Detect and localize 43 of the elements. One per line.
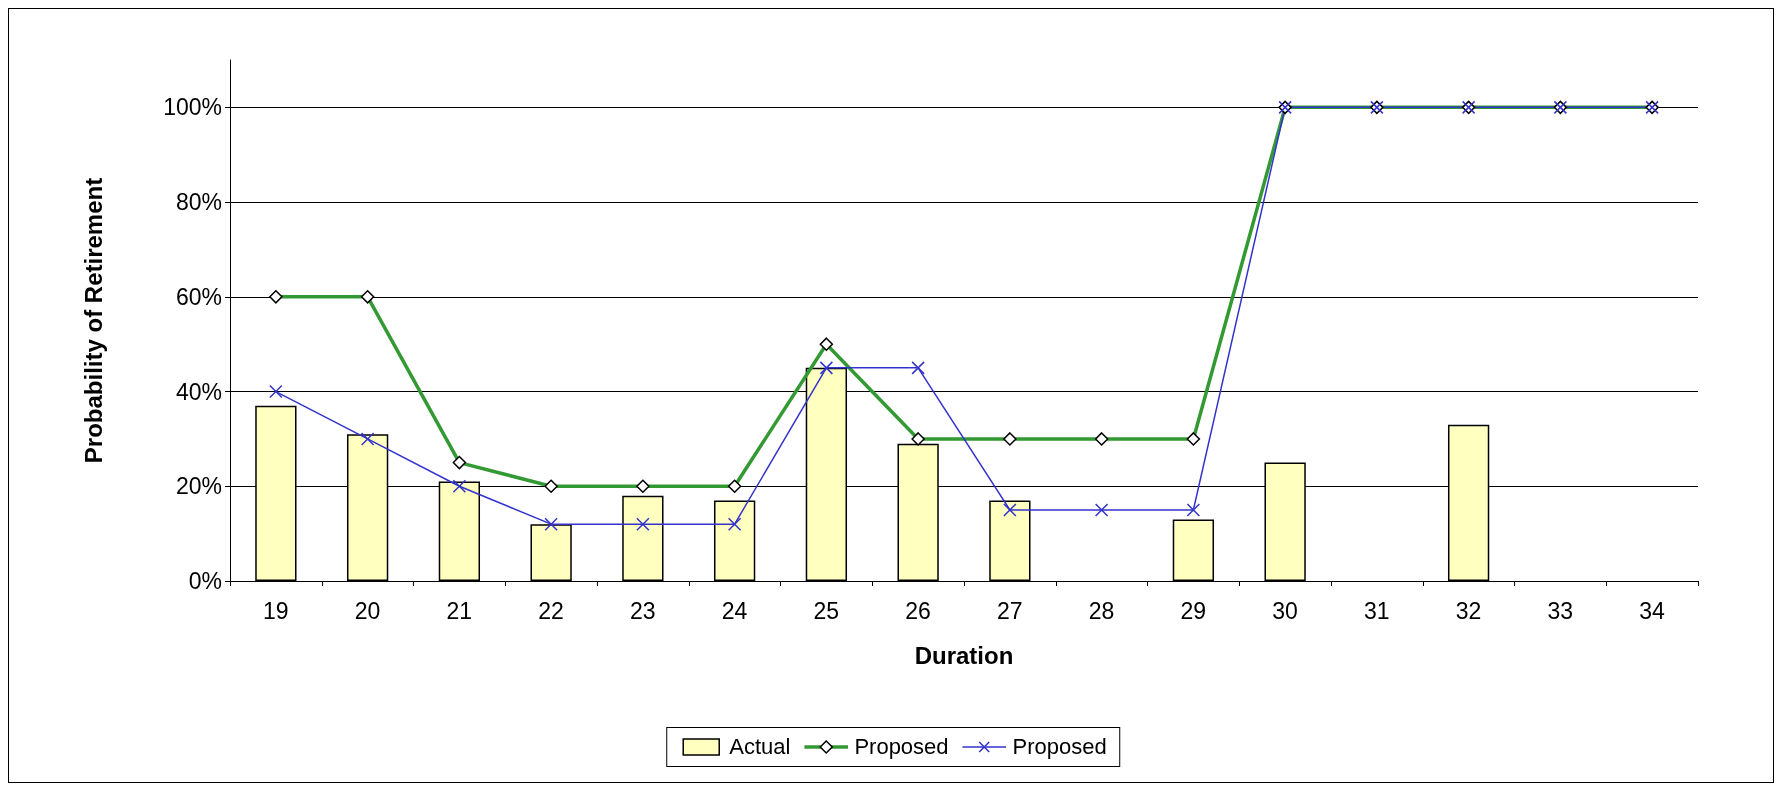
y-tick-label: 100% <box>163 94 222 121</box>
legend-label: Actual <box>729 734 791 760</box>
bar <box>989 500 1031 581</box>
x-tick-label: 20 <box>354 597 381 624</box>
x-tick-label: 25 <box>813 597 840 624</box>
x-tick-label: 30 <box>1272 597 1298 624</box>
point <box>1094 503 1109 517</box>
point <box>544 517 558 531</box>
x-tick-label: 23 <box>630 597 656 624</box>
x-tick-label: 28 <box>1088 597 1115 624</box>
bar <box>530 524 572 581</box>
bar <box>1172 519 1215 581</box>
x-tick-label: 29 <box>1180 597 1207 624</box>
point <box>360 432 375 446</box>
y-axis-title: Probability of Retirement <box>79 177 107 464</box>
point <box>1003 503 1017 517</box>
legend-label: Proposed <box>854 734 949 760</box>
point <box>452 479 467 494</box>
x-tick-label: 19 <box>263 597 289 624</box>
x-tick-label: 24 <box>721 597 748 624</box>
y-tick-label: 0% <box>188 568 222 594</box>
y-tick-label: 40% <box>175 378 222 405</box>
x-tick-label: 33 <box>1547 597 1574 624</box>
x-tick-label: 21 <box>446 597 473 624</box>
point <box>727 517 742 531</box>
y-tick-label: 60% <box>175 283 222 310</box>
y-tick-label: 80% <box>175 189 222 216</box>
y-tick-label: 20% <box>175 473 222 500</box>
x-axis-title: Duration <box>914 641 1014 669</box>
x-tick-label: 32 <box>1455 597 1482 624</box>
point <box>269 384 283 399</box>
x-tick-label: 27 <box>997 597 1023 624</box>
legend-label: Proposed <box>1012 734 1107 760</box>
x-tick-label: 34 <box>1639 597 1666 624</box>
bar <box>713 500 756 581</box>
point <box>1186 503 1201 517</box>
bar <box>622 495 664 581</box>
point <box>911 361 925 375</box>
x-tick-label: 31 <box>1364 597 1390 624</box>
point <box>636 517 650 531</box>
x-tick-label: 22 <box>538 597 564 624</box>
point <box>819 361 834 375</box>
x-tick-label: 26 <box>905 597 931 624</box>
